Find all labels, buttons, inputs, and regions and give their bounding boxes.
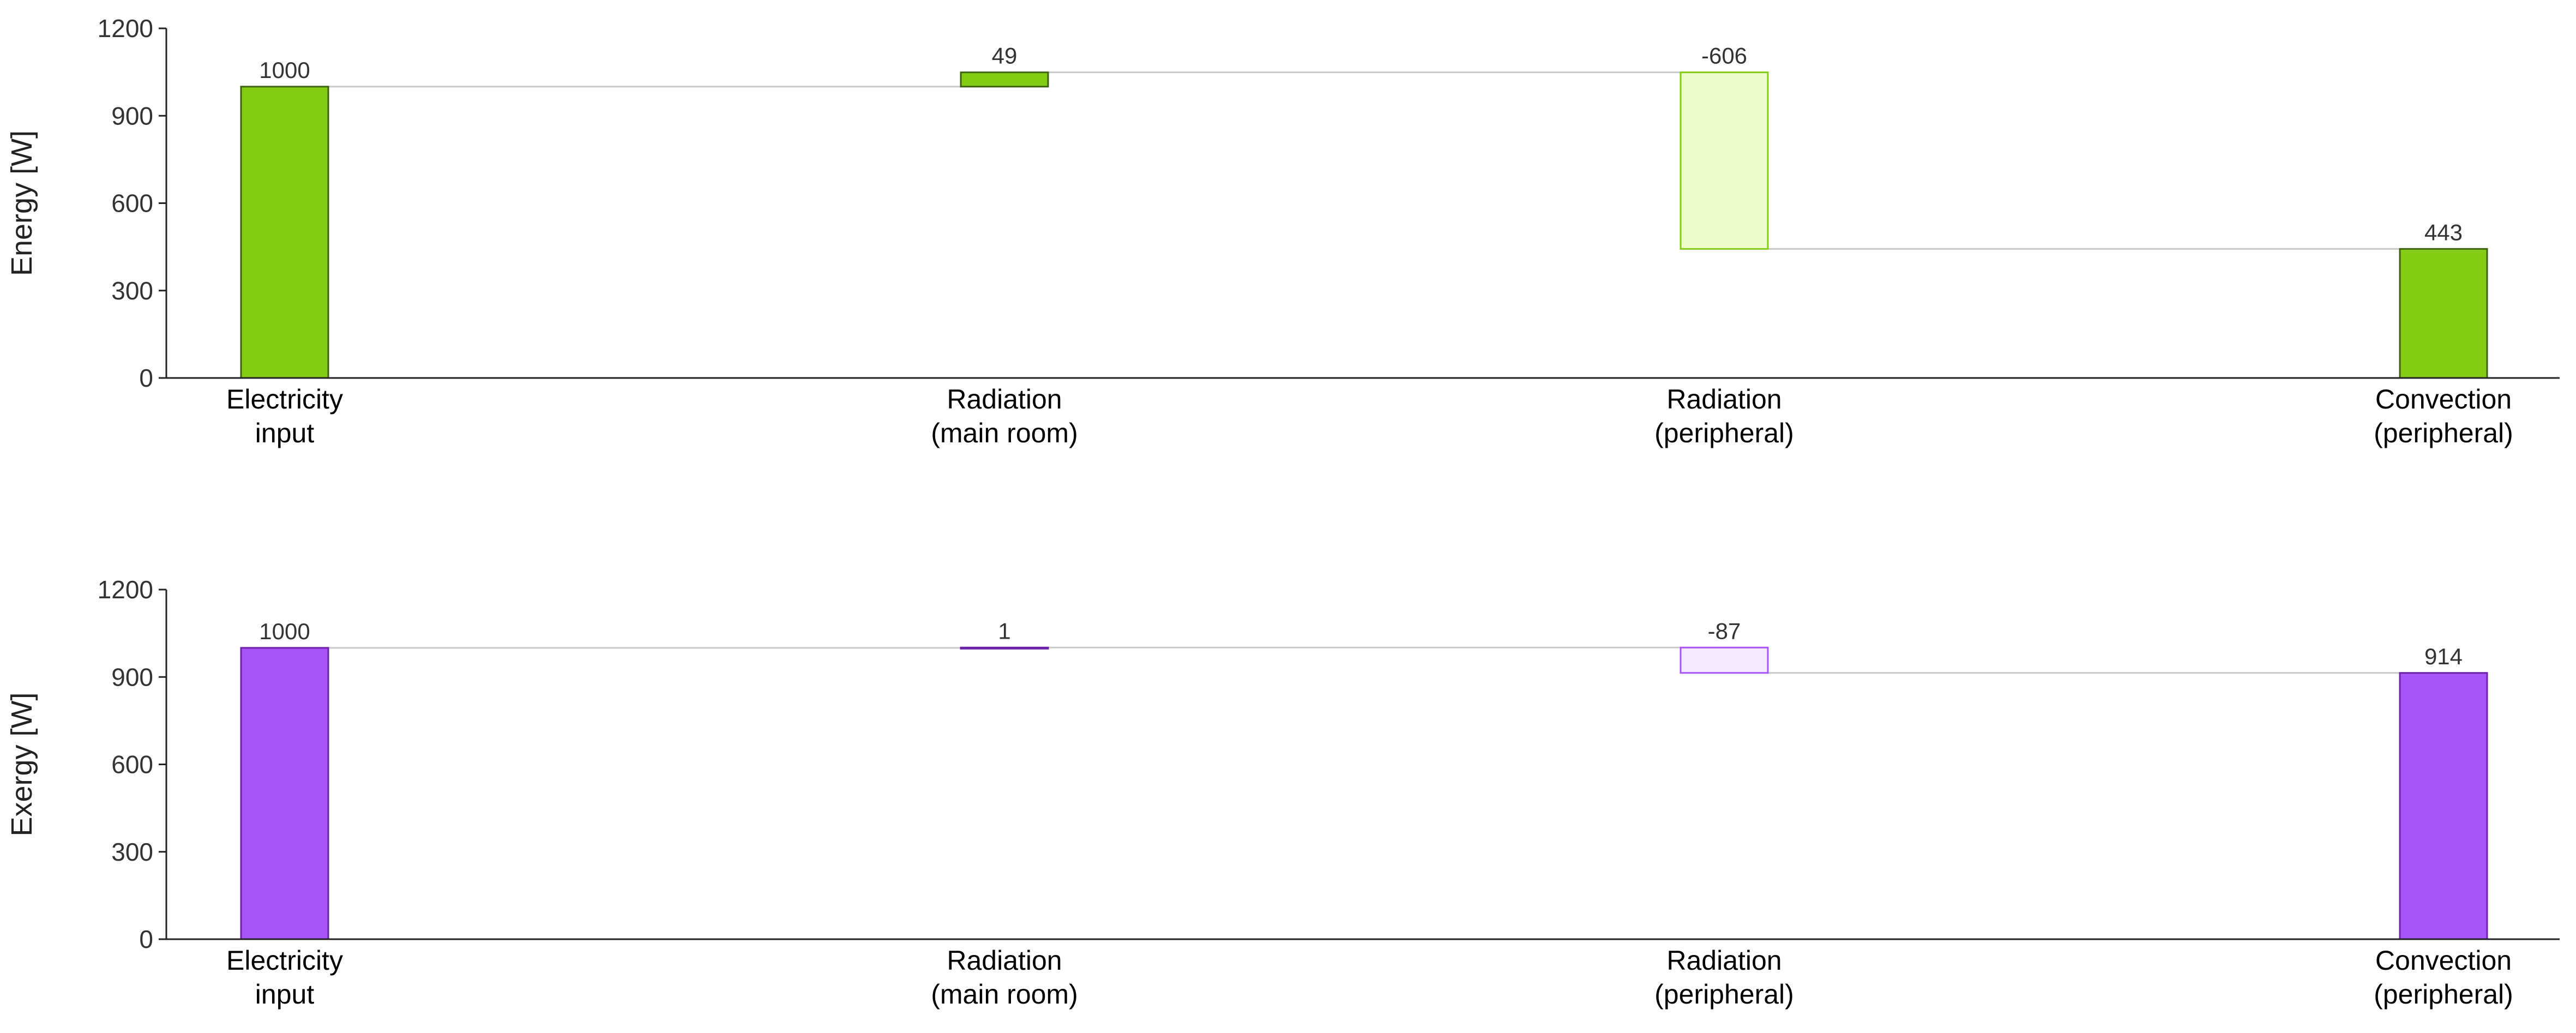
- bar-2: [960, 71, 1049, 88]
- x-tick-label-line: (main room): [931, 979, 1078, 1010]
- x-tick-label-line: (main room): [931, 418, 1078, 448]
- y-tick-label: 900: [111, 101, 153, 130]
- x-tick-label-line: Convection: [2375, 384, 2512, 415]
- y-tick-label: 600: [111, 189, 153, 218]
- y-tick-label: 1200: [98, 14, 153, 43]
- chart-panel-1: 1000 49 -606 443 0 300 600 900 1200 Electricity in…: [5, 14, 2560, 448]
- x-tick-label-line: Radiation: [947, 384, 1062, 415]
- x-tick-label-line: Convection: [2375, 945, 2512, 976]
- y-tick-label: 0: [139, 925, 153, 953]
- x-tick-label-line: (peripheral): [1654, 979, 1794, 1010]
- x-tick-label: Electricity input: [226, 384, 343, 448]
- data-label: 49: [992, 43, 1018, 69]
- bar-1: [240, 647, 329, 940]
- x-tick-label-line: Radiation: [947, 945, 1062, 976]
- data-label: 1000: [259, 618, 310, 644]
- bar-1: [240, 86, 329, 379]
- y-tick-label: 600: [111, 750, 153, 779]
- bar-4: [2399, 248, 2488, 379]
- chart-panel-2: 1000 1 -87 914 0 300 600 900 1200 Electricity inpu…: [5, 575, 2560, 1010]
- y-tick-label: 900: [111, 663, 153, 691]
- data-label: -606: [1701, 43, 1747, 69]
- x-tick-label-line: Radiation: [1666, 384, 1781, 415]
- x-tick-label-line: Radiation: [1666, 945, 1781, 976]
- bar-3: [1680, 71, 1769, 250]
- x-tick-label-line: (peripheral): [2374, 979, 2513, 1010]
- data-label: 1000: [259, 57, 310, 83]
- x-tick-label-line: Electricity: [226, 945, 343, 976]
- y-tick-label: 300: [111, 838, 153, 866]
- y-axis-label: Exergy [W]: [5, 692, 38, 836]
- x-tick-label-line: (peripheral): [1654, 418, 1794, 448]
- x-tick-label-line: input: [255, 979, 315, 1010]
- bar-3: [1680, 646, 1769, 674]
- x-tick-label-line: (peripheral): [2374, 418, 2513, 448]
- y-axis-label: Energy [W]: [5, 130, 38, 276]
- x-tick-label: Convection (peripheral): [2374, 945, 2513, 1010]
- data-label: -87: [1708, 618, 1741, 644]
- x-tick-label: Radiation (main room): [931, 384, 1078, 448]
- x-tick-label-line: Electricity: [226, 384, 343, 415]
- y-tick-label: 0: [139, 364, 153, 392]
- x-tick-label: Radiation (peripheral): [1654, 945, 1794, 1010]
- data-label: 914: [2424, 644, 2463, 669]
- data-label: 443: [2424, 219, 2463, 245]
- x-tick-label-line: input: [255, 418, 315, 448]
- x-tick-label: Radiation (main room): [931, 945, 1078, 1010]
- x-tick-label: Convection (peripheral): [2374, 384, 2513, 448]
- x-tick-label: Radiation (peripheral): [1654, 384, 1794, 448]
- bar-4: [2399, 672, 2488, 940]
- y-tick-label: 300: [111, 277, 153, 305]
- x-tick-label: Electricity input: [226, 945, 343, 1010]
- data-label: 1: [998, 618, 1010, 644]
- y-tick-label: 1200: [98, 575, 153, 604]
- bar-2: [960, 646, 1049, 650]
